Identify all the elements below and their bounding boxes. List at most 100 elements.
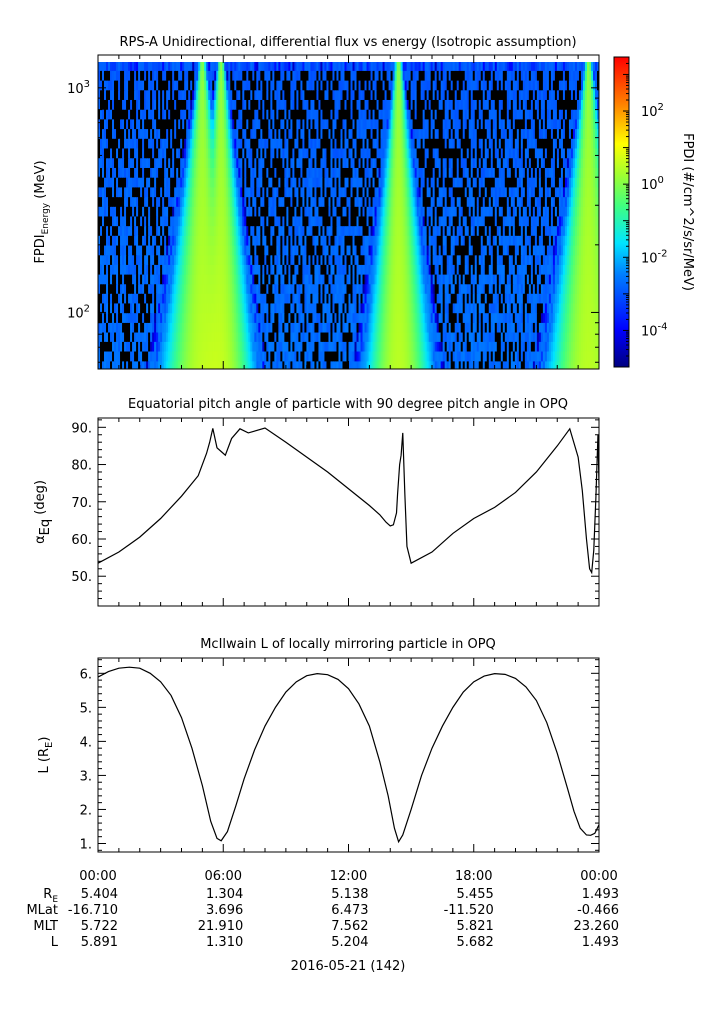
spectrogram-cell bbox=[456, 350, 460, 362]
spectrogram-cell bbox=[150, 331, 153, 342]
spectrogram-cell bbox=[556, 283, 560, 294]
spectrogram-cell bbox=[574, 293, 578, 304]
spectrogram-cell bbox=[546, 322, 550, 333]
spectrogram-cell bbox=[506, 283, 510, 294]
spectrogram-cell bbox=[430, 312, 434, 323]
spectrogram-cell bbox=[556, 341, 560, 352]
spectrogram-cell bbox=[208, 331, 211, 342]
spectrogram-cell bbox=[520, 283, 524, 294]
spectrogram-cell bbox=[560, 360, 564, 369]
spectrogram-cell bbox=[294, 293, 297, 304]
spectrogram-cell bbox=[268, 341, 271, 352]
spectrogram-cell bbox=[578, 360, 582, 369]
spectrogram-cell bbox=[570, 322, 574, 333]
spectrogram-cell bbox=[242, 331, 245, 342]
spectrogram-cell bbox=[122, 331, 125, 342]
spectrogram-cell bbox=[584, 283, 588, 294]
spectrogram-cell bbox=[292, 341, 295, 352]
spectrogram-cell bbox=[548, 322, 552, 333]
spectrogram-cell bbox=[590, 283, 594, 294]
spectrogram-cell bbox=[178, 360, 181, 369]
spectrogram-cell bbox=[544, 322, 548, 333]
spectrogram-cell bbox=[522, 302, 526, 314]
spectrogram-cell bbox=[376, 331, 380, 342]
spectrogram-cell bbox=[180, 302, 183, 314]
spectrogram-cell bbox=[510, 341, 514, 352]
spectrogram-cell bbox=[174, 360, 177, 369]
spectrogram-cell bbox=[382, 322, 386, 333]
spectrogram-cell bbox=[346, 293, 350, 304]
spectrogram-cell bbox=[364, 350, 368, 362]
spectrogram-cell bbox=[244, 341, 247, 352]
spectrogram-cell bbox=[152, 322, 155, 333]
spectrogram-cell bbox=[274, 322, 277, 333]
spectrogram-cell bbox=[402, 302, 406, 314]
spectrogram-cell bbox=[578, 283, 582, 294]
spectrogram-cell bbox=[494, 341, 498, 352]
spectrogram-cell bbox=[306, 293, 310, 304]
spectrogram-cell bbox=[418, 341, 422, 352]
spectrogram-cell bbox=[526, 312, 530, 323]
spectrogram-cell bbox=[540, 360, 544, 369]
spectrogram-cell bbox=[138, 283, 141, 294]
spectrogram-cell bbox=[416, 322, 420, 333]
spectrogram-cell bbox=[192, 283, 195, 294]
spectrogram-cell bbox=[326, 350, 330, 362]
spectrogram-cell bbox=[186, 360, 189, 369]
spectrogram-cell bbox=[522, 293, 526, 304]
spectrogram-cell bbox=[568, 341, 572, 352]
spectrogram-cell bbox=[450, 350, 454, 362]
spectrogram-cell bbox=[508, 341, 512, 352]
spectrogram-cell bbox=[534, 360, 538, 369]
spectrogram-cell bbox=[542, 302, 546, 314]
spectrogram-cell bbox=[412, 293, 416, 304]
spectrogram-cell bbox=[570, 283, 574, 294]
spectrogram-cell bbox=[210, 293, 213, 304]
spectrogram-cell bbox=[100, 360, 103, 369]
spectrogram-cell bbox=[468, 283, 472, 294]
spectrogram-cell bbox=[108, 341, 111, 352]
spectrogram-cell bbox=[394, 322, 398, 333]
spectrogram-cell bbox=[494, 283, 498, 294]
spectrogram-cell bbox=[582, 331, 586, 342]
spectrogram-cell bbox=[452, 302, 456, 314]
spectrogram-cell bbox=[506, 302, 510, 314]
spectrogram-cell bbox=[274, 293, 277, 304]
spectrogram-cell bbox=[158, 322, 161, 333]
spectrogram-cell bbox=[346, 302, 350, 314]
spectrogram-cell bbox=[302, 322, 306, 333]
spectrogram-cell bbox=[166, 360, 169, 369]
spectrogram-cell bbox=[360, 341, 364, 352]
spectrogram-cell bbox=[282, 360, 285, 369]
spectrogram-cell bbox=[190, 283, 193, 294]
spectrogram-cell bbox=[154, 360, 157, 369]
spectrogram-cell bbox=[336, 312, 340, 323]
spectrogram-cell bbox=[462, 331, 466, 342]
spectrogram-cell bbox=[452, 331, 456, 342]
spectrogram-cell bbox=[468, 350, 472, 362]
spectrogram-cell bbox=[472, 350, 476, 362]
spectrogram-cell bbox=[450, 341, 454, 352]
spectrogram-cell bbox=[132, 293, 135, 304]
spectrogram-cell bbox=[172, 350, 175, 362]
spectrogram-cell bbox=[122, 293, 125, 304]
spectrogram-cell bbox=[176, 312, 179, 323]
spectrogram-cell bbox=[556, 360, 560, 369]
spectrogram-cell bbox=[484, 360, 488, 369]
spectrogram-cell bbox=[182, 302, 185, 314]
spectrogram-cell bbox=[116, 341, 119, 352]
spectrogram-cell bbox=[118, 312, 121, 323]
spectrogram-cell bbox=[284, 283, 287, 294]
spectrogram-cell bbox=[200, 293, 203, 304]
spectrogram-cell bbox=[490, 341, 494, 352]
spectrogram-cell bbox=[186, 312, 189, 323]
spectrogram-cell bbox=[264, 312, 267, 323]
spectrogram-cell bbox=[276, 302, 279, 314]
spectrogram-cell bbox=[158, 293, 161, 304]
spectrogram-cell bbox=[574, 312, 578, 323]
spectrogram-cell bbox=[482, 322, 486, 333]
spectrogram-cell bbox=[390, 283, 394, 294]
spectrogram-cell bbox=[478, 302, 482, 314]
spectrogram-cell bbox=[498, 283, 502, 294]
spectrogram-cell bbox=[114, 302, 117, 314]
